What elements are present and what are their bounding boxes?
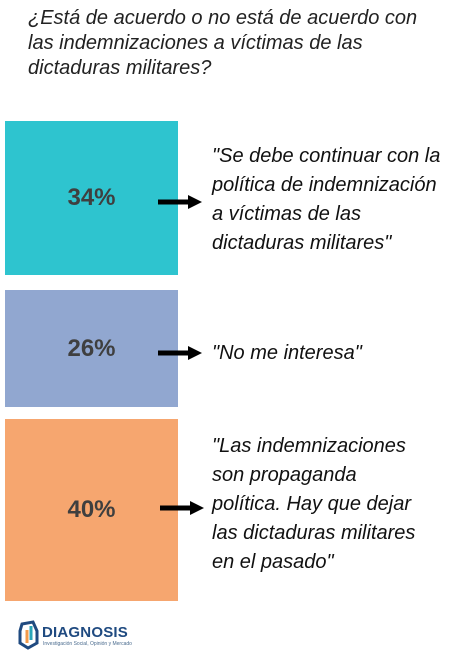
answer-label: "Se debe continuar con la política de in… <box>212 145 441 254</box>
diagnosis-logo: DIAGNOSIS Investigación Social, Opinión … <box>16 619 146 651</box>
logo-tagline: Investigación Social, Opinión y Mercado <box>43 641 132 647</box>
arrow-icon <box>160 501 204 515</box>
logo-mark-icon <box>18 620 39 650</box>
bar-value-label: 26% <box>67 334 116 362</box>
answer-label: "No me interesa" <box>212 342 362 364</box>
bar-not-interested: 26% <box>5 290 178 407</box>
bar-value-label: 34% <box>67 184 116 211</box>
answer-label: "Las indemnizaciones son propaganda polí… <box>212 435 416 573</box>
bar-propaganda: 40% <box>5 419 178 601</box>
arrow-icon <box>158 346 202 360</box>
logo-name: DIAGNOSIS <box>42 624 128 641</box>
chart-title: ¿Está de acuerdo o no está de acuerdo co… <box>28 7 418 79</box>
arrow-icon <box>158 195 202 209</box>
bar-value-label: 40% <box>67 496 116 523</box>
bar-continue-indemnization: 34% <box>5 121 178 275</box>
